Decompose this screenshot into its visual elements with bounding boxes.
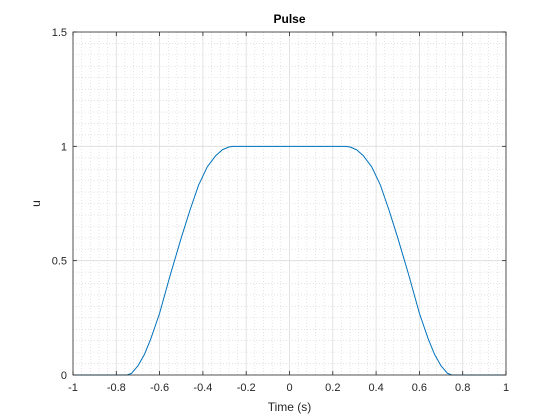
x-tick-label: -0.8 (107, 382, 126, 394)
x-tick-label: -0.2 (237, 382, 256, 394)
x-tick-label: 0.4 (368, 382, 383, 394)
y-axis-title: u (29, 200, 43, 207)
y-tick-label: 1.5 (52, 27, 67, 39)
series-layer (73, 145, 506, 376)
y-tick-label: 0 (61, 370, 67, 382)
chart-title: Pulse (273, 12, 305, 26)
y-tick-labels: 0 0.5 1 1.5 (52, 27, 67, 382)
y-tick-label: 1 (61, 141, 67, 153)
x-axis-title: Time (s) (268, 400, 312, 414)
x-tick-labels: -1 -0.8 -0.6 -0.4 -0.2 0 0.2 0.4 0.6 0.8 1 (68, 382, 509, 394)
x-tick-label: 1 (503, 382, 509, 394)
x-tick-label: 0.2 (325, 382, 340, 394)
x-tick-label: -1 (68, 382, 78, 394)
x-tick-label: -0.4 (193, 382, 212, 394)
axis-ticks (72, 31, 507, 376)
series-line-1 (73, 145, 506, 376)
x-tick-label: 0.6 (412, 382, 427, 394)
y-tick-label: 0.5 (52, 256, 67, 268)
x-tick-label: 0.8 (455, 382, 470, 394)
x-tick-label: 0 (286, 382, 292, 394)
x-tick-label: -0.6 (150, 382, 169, 394)
